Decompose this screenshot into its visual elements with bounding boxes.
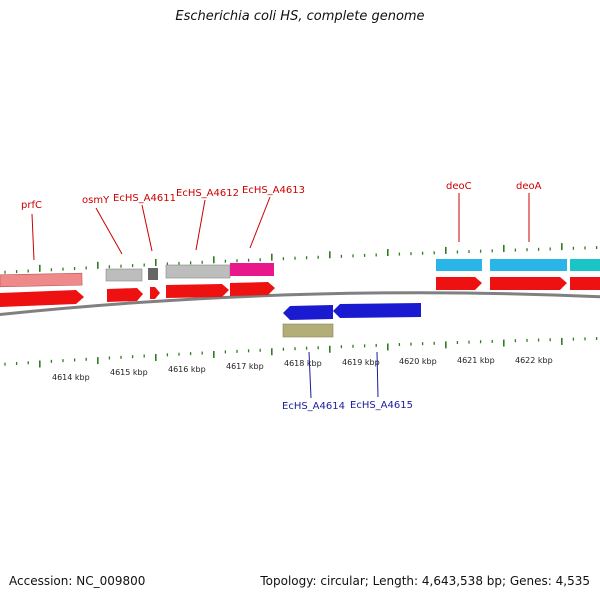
tick-row-bottom: [4, 337, 598, 368]
feature-track-upper: [0, 259, 600, 288]
cds-arrow-echs-a4613[interactable]: [230, 282, 275, 296]
cds-arrow-deoc[interactable]: [436, 277, 482, 290]
gene-label-osmy[interactable]: osmY: [82, 195, 110, 206]
cds-arrow-deoa[interactable]: [490, 277, 567, 290]
leader-echs-a4611: [141, 204, 153, 252]
cds-arrow-echs-a4612[interactable]: [166, 284, 229, 298]
scale-label: 4621 kbp: [457, 356, 495, 365]
genome-title: Escherichia coli HS, complete genome: [175, 9, 425, 24]
reverse-cds-track: [282, 303, 421, 338]
feature-block-deoc[interactable]: [436, 259, 482, 271]
scale-label: 4620 kbp: [399, 357, 437, 366]
feature-block-deoa[interactable]: [490, 259, 567, 271]
cds-arrow-prfc[interactable]: [0, 290, 84, 307]
gene-label-echs-a4613[interactable]: EcHS_A4613: [242, 185, 305, 196]
genome-backbone: [0, 291, 600, 316]
cds-arrow-echs-a4611[interactable]: [150, 287, 160, 299]
scale-label: 4618 kbp: [284, 359, 322, 368]
feature-block-echs-a4613[interactable]: [230, 263, 274, 276]
cds-arrow-echs-a4615[interactable]: [333, 303, 421, 318]
scale-label: 4615 kbp: [110, 368, 148, 377]
gene-label-echs-a4611[interactable]: EcHS_A4611: [113, 193, 176, 204]
gene-label-deoa[interactable]: deoA: [516, 181, 542, 192]
scale-label: 4616 kbp: [168, 365, 206, 374]
gene-label-echs-a4614[interactable]: EcHS_A4614: [282, 401, 345, 412]
genome-info-text: Topology: circular; Length: 4,643,538 bp…: [260, 574, 590, 588]
forward-cds-track: [0, 277, 600, 307]
feature-block-osmy[interactable]: [105, 268, 143, 282]
label-leaders-bottom: [308, 351, 379, 399]
tick-row-top: [4, 243, 598, 274]
scale-label: 4619 kbp: [342, 358, 380, 367]
feature-block-prfc[interactable]: [0, 272, 83, 288]
leader-echs-a4612: [195, 199, 206, 251]
accession-text: Accession: NC_009800: [9, 574, 146, 588]
leader-prfc: [31, 213, 35, 261]
label-leaders-top: [31, 193, 530, 261]
feature-block-teal[interactable]: [570, 259, 600, 271]
scale-label: 4622 kbp: [515, 356, 553, 365]
gene-label-echs-a4612[interactable]: EcHS_A4612: [176, 188, 239, 199]
cds-arrow-right-edge[interactable]: [570, 277, 600, 290]
feature-block-echs-a4612[interactable]: [165, 264, 231, 279]
scale-label: 4614 kbp: [52, 373, 90, 382]
scale-label: 4617 kbp: [226, 362, 264, 371]
gene-label-deoc[interactable]: deoC: [446, 181, 472, 192]
cds-arrow-echs-a4614[interactable]: [283, 305, 333, 320]
gene-label-echs-a4615[interactable]: EcHS_A4615: [350, 400, 413, 411]
leader-echs-a4614: [308, 351, 312, 399]
feature-block-echs-a4611[interactable]: [148, 268, 158, 280]
cds-arrow-osmy[interactable]: [107, 288, 143, 302]
gene-label-prfc[interactable]: prfC: [21, 200, 42, 211]
leader-echs-a4613: [249, 196, 271, 249]
leader-osmy: [95, 207, 123, 255]
feature-block-olive[interactable]: [282, 323, 334, 338]
leader-echs-a4615: [376, 351, 379, 398]
